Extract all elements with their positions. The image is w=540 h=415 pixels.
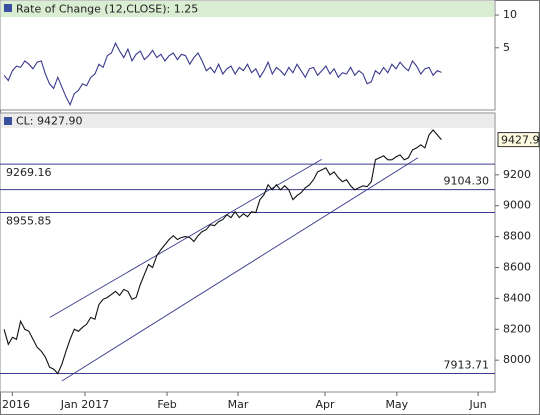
x-tick-label: 2016	[2, 398, 30, 411]
header-icon	[4, 4, 12, 12]
panel	[0, 0, 496, 111]
panel-header	[1, 114, 494, 128]
level-label: 9269.16	[6, 166, 52, 179]
trend-line	[61, 157, 419, 382]
x-tick-label: Apr	[316, 398, 336, 411]
y-tick-label: 8000	[503, 353, 531, 366]
last-price-box	[497, 132, 540, 148]
header-icon	[4, 117, 12, 125]
price-line	[3, 41, 442, 107]
y-tick-label: 9200	[503, 168, 531, 181]
y-tick-label: 8200	[503, 322, 531, 335]
panel-header	[1, 1, 494, 17]
panel	[0, 112, 496, 393]
x-tick-label: Jun	[468, 398, 486, 411]
x-tick-label: May	[385, 398, 408, 411]
x-tick-label: Mar	[228, 398, 249, 411]
y-tick-label: 8600	[503, 260, 531, 273]
x-tick-label: Jan 2017	[60, 398, 109, 411]
y-tick-label: 5	[503, 41, 510, 54]
price-line	[3, 129, 442, 375]
panel-title: Rate of Change (12,CLOSE): 1.25	[16, 3, 198, 16]
y-tick-label: 8800	[503, 230, 531, 243]
level-label: 8955.85	[6, 215, 52, 228]
level-label: 9104.30	[444, 175, 490, 188]
last-price-label: 9427.9	[501, 134, 540, 147]
x-tick-label: Feb	[157, 398, 176, 411]
y-tick-label: 8400	[503, 291, 531, 304]
level-label: 7913.71	[444, 359, 490, 372]
panel-title: CL: 9427.90	[16, 115, 83, 128]
y-tick-label: 10	[503, 8, 517, 21]
y-tick-label: 9000	[503, 199, 531, 212]
